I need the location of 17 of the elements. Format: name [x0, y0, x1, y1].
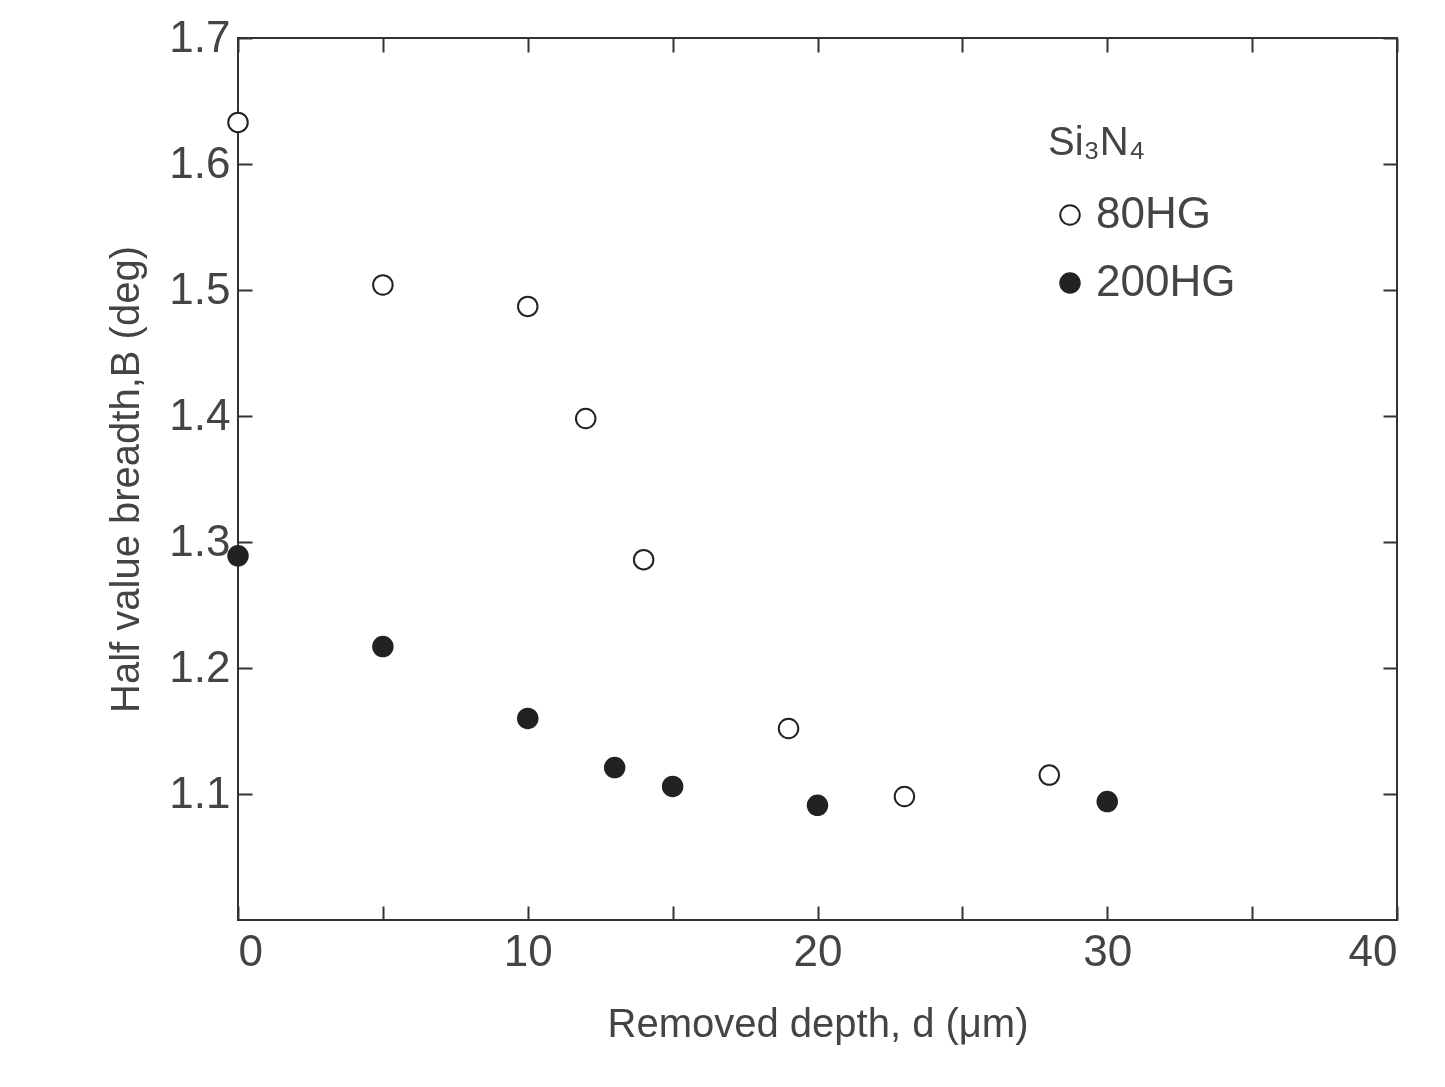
- legend-label: 200HG: [1096, 256, 1236, 305]
- legend-label: 80HG: [1096, 188, 1211, 237]
- legend-title: Si₃N₄: [1048, 119, 1146, 163]
- x-tick-label: 0: [238, 925, 263, 975]
- x-tick-label: 20: [793, 925, 843, 975]
- y-tick-label: 1.6: [169, 137, 231, 187]
- x-axis-title: Removed depth, d (μm): [607, 1000, 1029, 1045]
- x-tick-label: 30: [1083, 925, 1133, 975]
- y-tick-label: 1.3: [169, 515, 231, 565]
- y-tick-label: 1.2: [169, 641, 231, 691]
- y-tick-label: 1.5: [169, 263, 231, 313]
- x-tick-label: 40: [1348, 925, 1398, 975]
- y-tick-label: 1.7: [169, 11, 231, 61]
- y-tick-label: 1.4: [169, 389, 231, 439]
- y-tick-label: 1.1: [169, 767, 231, 817]
- y-axis-title: Half value breadth,B (deg): [103, 246, 148, 713]
- x-tick-label: 10: [503, 925, 553, 975]
